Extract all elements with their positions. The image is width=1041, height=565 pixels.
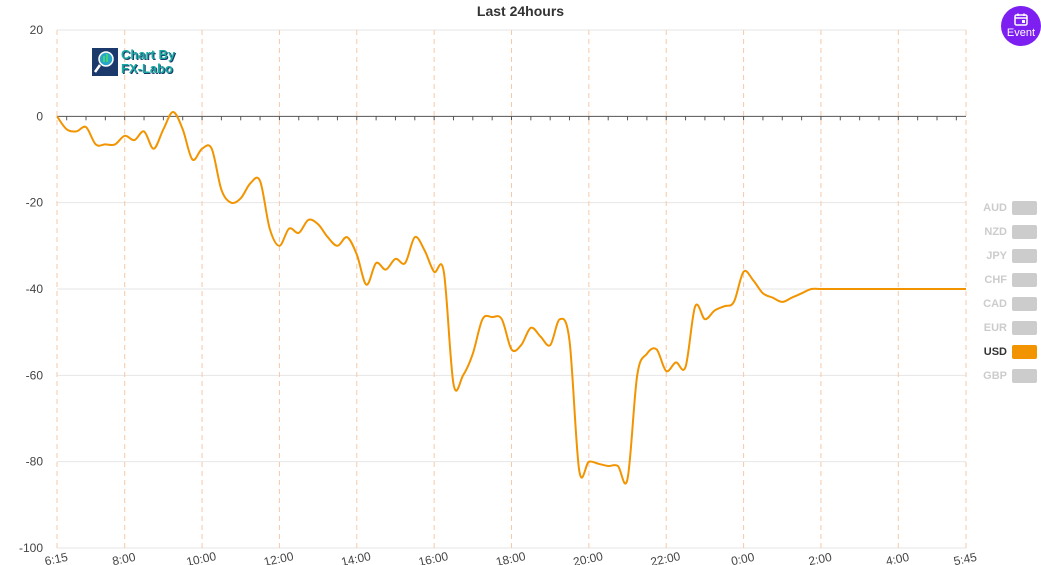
y-tick-label: -100 bbox=[19, 541, 43, 555]
series-layer bbox=[56, 110, 966, 485]
legend-swatch bbox=[1012, 225, 1037, 239]
y-tick-label: 20 bbox=[30, 23, 44, 37]
logo: Chart By FX-Labo bbox=[92, 48, 175, 76]
legend-swatch bbox=[1012, 201, 1037, 215]
event-button[interactable]: Event bbox=[1001, 6, 1041, 46]
legend-item-gbp[interactable]: GBP bbox=[975, 364, 1041, 388]
series-line-usd[interactable] bbox=[56, 110, 966, 485]
legend-item-nzd[interactable]: NZD bbox=[975, 220, 1041, 244]
x-tick-label: 16:00 bbox=[417, 549, 450, 565]
x-tick-label: 20:00 bbox=[572, 549, 605, 565]
legend-swatch bbox=[1012, 273, 1037, 287]
gridlines bbox=[56, 29, 967, 549]
legend-swatch bbox=[1012, 345, 1037, 359]
x-tick-label: 4:00 bbox=[885, 550, 911, 565]
legend-item-eur[interactable]: EUR bbox=[975, 316, 1041, 340]
logo-line-2: FX-Labo bbox=[121, 61, 173, 76]
x-tick-label: 22:00 bbox=[649, 549, 682, 565]
y-tick-label: -40 bbox=[26, 282, 44, 296]
legend: AUD NZD JPY CHF CAD EUR USD GBP bbox=[975, 196, 1041, 388]
logo-text: Chart By FX-Labo bbox=[121, 48, 175, 76]
calendar-icon bbox=[1014, 13, 1028, 26]
legend-swatch bbox=[1012, 297, 1037, 311]
legend-label: CAD bbox=[983, 298, 1007, 310]
legend-label: JPY bbox=[986, 250, 1007, 262]
legend-label: GBP bbox=[983, 370, 1007, 382]
x-tick-label: 5:45 bbox=[952, 550, 978, 565]
x-tick-label: 14:00 bbox=[340, 549, 373, 565]
x-tick-label: 0:00 bbox=[730, 550, 756, 565]
magnifier-chart-icon bbox=[92, 48, 118, 76]
x-tick-label: 8:00 bbox=[111, 550, 137, 565]
x-tick-label: 6:15 bbox=[43, 550, 69, 565]
x-tick-label: 10:00 bbox=[185, 549, 218, 565]
legend-swatch bbox=[1012, 369, 1037, 383]
y-axis: 20 0 -20 -40 -60 -80 -100 bbox=[19, 23, 43, 555]
y-tick-label: -60 bbox=[26, 368, 44, 382]
legend-item-chf[interactable]: CHF bbox=[975, 268, 1041, 292]
legend-item-aud[interactable]: AUD bbox=[975, 196, 1041, 220]
legend-item-cad[interactable]: CAD bbox=[975, 292, 1041, 316]
legend-label: CHF bbox=[984, 274, 1007, 286]
legend-label: USD bbox=[983, 346, 1007, 358]
chart-title: Last 24hours bbox=[476, 3, 565, 19]
x-tick-label: 2:00 bbox=[807, 550, 833, 565]
legend-swatch bbox=[1012, 249, 1037, 263]
x-tick-label: 12:00 bbox=[262, 549, 295, 565]
legend-swatch bbox=[1012, 321, 1037, 335]
y-tick-label: 0 bbox=[36, 109, 43, 123]
event-label: Event bbox=[1006, 27, 1036, 39]
legend-item-jpy[interactable]: JPY bbox=[975, 244, 1041, 268]
legend-label: NZD bbox=[984, 226, 1007, 238]
legend-label: AUD bbox=[983, 202, 1007, 214]
legend-label: EUR bbox=[983, 322, 1007, 334]
x-tick-label: 18:00 bbox=[495, 549, 528, 565]
legend-item-usd[interactable]: USD bbox=[975, 340, 1041, 364]
logo-line-1: Chart By bbox=[121, 47, 176, 62]
y-tick-label: -20 bbox=[26, 196, 44, 210]
y-tick-label: -80 bbox=[26, 455, 44, 469]
x-axis: 6:15 8:00 10:00 12:00 14:00 16:00 18:00 20:00 22… bbox=[43, 549, 978, 565]
